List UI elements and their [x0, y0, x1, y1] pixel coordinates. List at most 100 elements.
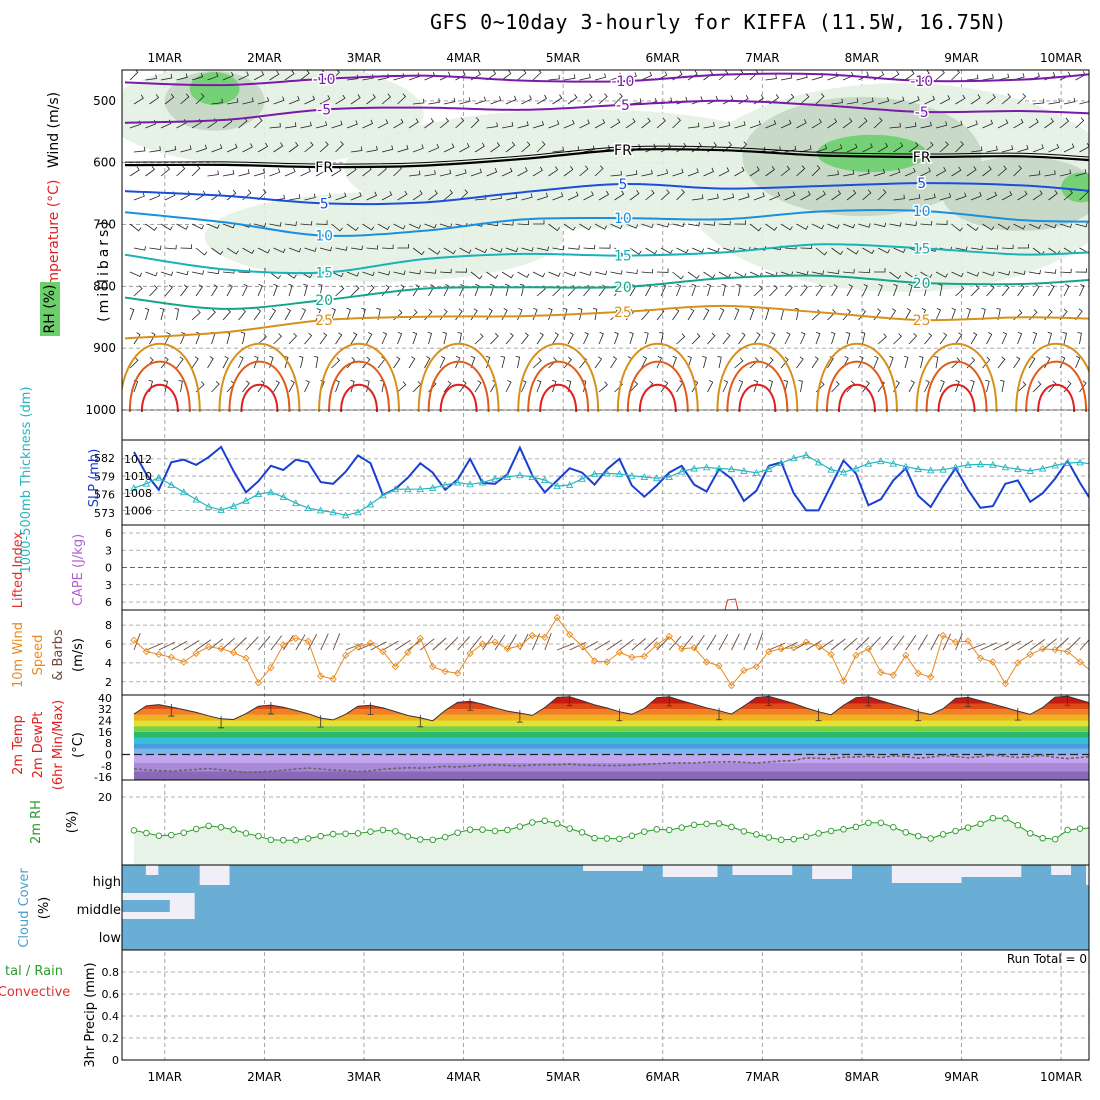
wind-barb [955, 285, 965, 297]
isotherm-line [124, 72, 1089, 87]
wind-barb [470, 168, 482, 177]
x-tick-label-bottom: 6MAR [645, 1070, 680, 1084]
wind-barb [129, 271, 142, 278]
thickness-point [1076, 458, 1084, 466]
wind-barb [939, 193, 952, 201]
y-tick-label-wind: 6 [105, 638, 112, 651]
wind-speed-point [765, 647, 773, 656]
wind-barb [811, 165, 821, 177]
y-tick-label-pressure: 700 [93, 218, 116, 232]
wind-speed-point [615, 648, 624, 657]
wind-barb [981, 308, 986, 321]
thickness-point [976, 460, 985, 468]
wind-barb [459, 189, 469, 201]
rh2m-point [877, 819, 885, 827]
thickness-point [877, 457, 885, 465]
wind-barb [412, 98, 425, 105]
wind-barb [335, 192, 347, 201]
wind-barb [734, 220, 746, 225]
wind-barb-10m [830, 638, 846, 651]
wind-barb [997, 356, 1006, 369]
wind-barb [548, 307, 553, 321]
wind-barb [1032, 98, 1045, 105]
rh2m-point [466, 826, 474, 833]
wind-barb [486, 271, 499, 279]
wind-barb [831, 247, 844, 256]
wind-barb [862, 247, 875, 255]
thickness-point [229, 502, 238, 510]
wind-barb [304, 332, 313, 345]
rh2m-point [354, 830, 362, 837]
wind-barb [257, 283, 263, 297]
wind-barb-10m [731, 633, 740, 651]
wind-barb [908, 96, 920, 105]
isotherm-label: FR [315, 160, 333, 176]
wind-barb [951, 271, 964, 278]
series-line-slp [133, 445, 1089, 512]
thickness-point [155, 473, 163, 481]
wind-barb [563, 119, 575, 129]
thickness-point [1038, 464, 1047, 472]
wind-barb [1063, 284, 1070, 297]
surface-heat-contour [1037, 383, 1076, 413]
wind-barb [350, 146, 363, 153]
wind-barb [765, 223, 778, 231]
wind-barb [459, 143, 470, 153]
surface-heat-contour [328, 360, 391, 413]
wind-barb [474, 247, 488, 254]
wind-barb [133, 94, 144, 105]
wind-barb [350, 332, 358, 345]
y-tick-label-pressure: 900 [93, 341, 116, 355]
wind-barb [846, 98, 859, 105]
wind-barb [641, 169, 653, 177]
wind-speed-point [889, 671, 897, 679]
wind-barb [718, 121, 731, 129]
isotherm-label: FR [614, 143, 632, 159]
wind-barb [319, 246, 332, 252]
wind-barb [641, 223, 654, 229]
panel-frame-wind [121, 609, 1090, 696]
wind-barb [563, 74, 576, 81]
thickness-point [167, 480, 176, 488]
wind-barb [672, 308, 680, 321]
wind-barb [935, 220, 948, 225]
thickness-point [989, 460, 997, 468]
wind-barb [893, 96, 905, 105]
thickness-point [354, 508, 362, 516]
wind-barb [703, 122, 715, 129]
thickness-point [553, 482, 561, 490]
wind-barb [811, 270, 824, 275]
wind-barb [718, 70, 729, 81]
wind-barb [827, 223, 840, 229]
thickness-point [814, 458, 823, 466]
y-tick-label-li: 6 [105, 527, 112, 540]
wind-barb [319, 141, 329, 153]
wind-barb [718, 307, 725, 321]
wind-barb [749, 223, 762, 232]
wind-barb [1017, 93, 1027, 105]
thickness-point [615, 470, 624, 477]
y-tick-label-pressure: 600 [93, 156, 116, 170]
freezing-level-line [124, 145, 1089, 165]
wind-barb [331, 307, 336, 321]
wind-barb [366, 245, 379, 250]
wind-barb [129, 357, 139, 369]
wind-barb [970, 379, 975, 393]
wind-barb [315, 70, 325, 81]
wind-barb [598, 381, 608, 393]
upper-air-ylabel: (millibars) [96, 218, 112, 322]
wind-barb [548, 120, 560, 129]
wind-barb [412, 190, 423, 201]
thickness-point [292, 499, 300, 507]
thickness-point [142, 479, 151, 487]
wind-barb [955, 332, 963, 345]
wind-speed-point [740, 666, 748, 675]
precip-total-label: tal / Rain [5, 964, 63, 979]
surface-heat-contour [915, 342, 998, 413]
wind-barb [966, 166, 977, 177]
wind-barb [736, 284, 741, 297]
cloud-gap [732, 865, 793, 875]
isotherm-line [124, 243, 1089, 275]
wind-barb [614, 190, 625, 201]
thickness-point [864, 459, 873, 467]
